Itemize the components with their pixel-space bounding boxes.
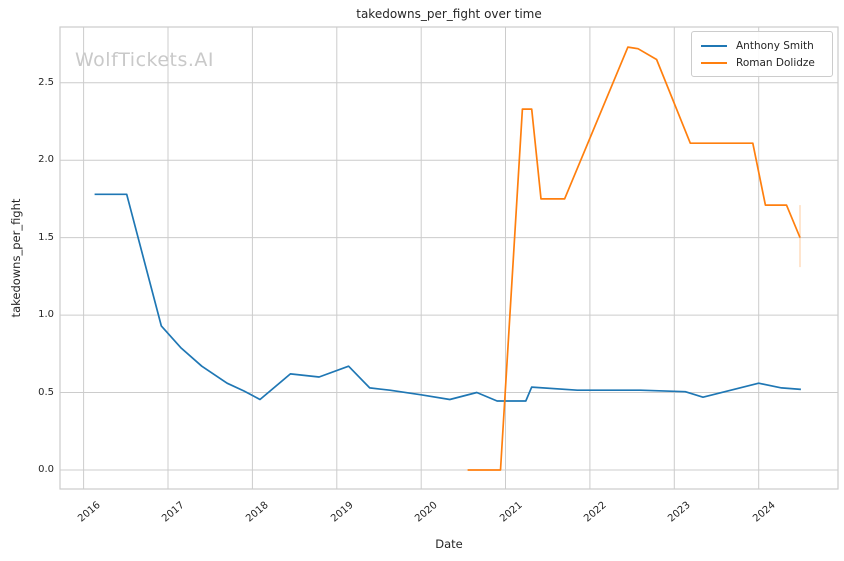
axes-box [59, 26, 839, 490]
legend-label: Roman Dolidze [736, 56, 815, 69]
legend-item-roman-dolidze: Roman Dolidze [701, 57, 823, 69]
y-tick-label: 2.0 [38, 154, 54, 166]
series-line-anthony-smith [94, 193, 801, 402]
series-line-roman-dolidze [467, 46, 801, 471]
y-tick-label: 1.5 [38, 231, 54, 243]
legend-line-swatch-blue [701, 44, 727, 47]
y-tick-label: 1.0 [38, 309, 54, 321]
y-tick-label: 0.0 [38, 463, 54, 475]
y-axis-label: takedowns_per_fight [9, 198, 23, 318]
legend-item-anthony-smith: Anthony Smith [701, 40, 823, 52]
legend-label: Anthony Smith [736, 39, 814, 52]
chart-title: takedowns_per_fight over time [356, 7, 542, 21]
y-tick-label: 2.5 [38, 76, 54, 88]
y-tick-label: 0.5 [38, 386, 54, 398]
legend-line-swatch-orange [701, 61, 727, 64]
x-axis-label: Date [435, 537, 463, 551]
legend: Anthony Smith Roman Dolidze [691, 31, 833, 77]
watermark: WolfTickets.AI [75, 49, 215, 71]
